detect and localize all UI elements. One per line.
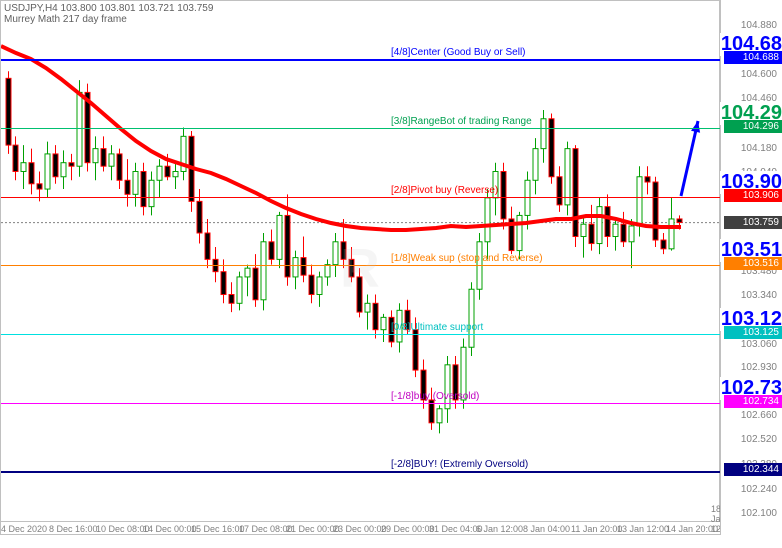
x-tick-label: 14 Dec 00:00 [143,524,197,534]
level-box-label: 103.125 [724,326,782,339]
level-text: [1/8]Weak sup (stop and Reverse) [391,253,543,264]
level-box-label: 102.734 [724,395,782,408]
y-tick-label: 102.930 [741,362,777,373]
y-tick-label: 103.060 [741,339,777,350]
level-box-label: 103.906 [724,189,782,202]
x-tick-label: 8 Dec 16:00 [49,524,98,534]
level-line [1,197,721,198]
y-tick-label: 103.340 [741,290,777,301]
chart-container: USDJPY,H4 103.800 103.801 103.721 103.75… [0,0,720,535]
x-tick-label: 8 Jan 04:00 [523,524,570,534]
level-line [1,59,721,61]
y-tick-label: 102.520 [741,434,777,445]
y-tick-label: 104.180 [741,143,777,154]
x-tick-label: 21 Dec 00:00 [286,524,340,534]
x-axis: 4 Dec 20208 Dec 16:0010 Dec 08:0014 Dec … [1,521,721,534]
watermark: R [340,236,380,300]
chart-title: USDJPY,H4 103.800 103.801 103.721 103.75… [4,3,213,25]
x-tick-label: 13 Jan 12:00 [617,524,669,534]
x-tick-label: 15 Dec 16:00 [191,524,245,534]
level-line [1,471,721,473]
y-tick-label: 102.240 [741,484,777,495]
x-tick-label: 31 Dec 04:00 [429,524,483,534]
level-line [1,334,721,335]
level-text: [-1/8]buy (Oversold) [391,391,479,402]
y-tick-label: 102.660 [741,410,777,421]
level-line [1,128,721,129]
level-text: [0/8]Ultimate support [391,322,483,333]
x-tick-label: 17 Dec 08:00 [239,524,293,534]
x-tick-label: 23 Dec 00:00 [333,524,387,534]
x-tick-label: 29 Dec 00:00 [381,524,435,534]
level-box-label: 104.296 [724,120,782,133]
y-tick-label: 104.600 [741,69,777,80]
level-text: [3/8]RangeBot of trading Range [391,116,532,127]
x-tick-label: 10 Dec 08:00 [96,524,150,534]
current-price-label: 103.759 [724,216,782,229]
level-text: [-2/8]BUY! (Extremly Oversold) [391,459,528,470]
y-tick-label: 104.880 [741,20,777,31]
level-box-label: 104.688 [724,51,782,64]
level-line [1,403,721,404]
y-axis: 102.100102.240102.380102.520102.660102.8… [720,0,782,535]
level-text: [4/8]Center (Good Buy or Sell) [391,47,526,58]
level-box-label: 103.516 [724,257,782,270]
level-text: [2/8]Pivot buy (Reverse) [391,185,498,196]
x-tick-label: 11 Jan 20:00 [571,524,622,534]
y-tick-label: 102.100 [741,508,777,519]
x-tick-label: 4 Dec 2020 [1,524,47,534]
level-box-label: 102.344 [724,463,782,476]
x-tick-label: 6 Jan 12:00 [476,524,523,534]
